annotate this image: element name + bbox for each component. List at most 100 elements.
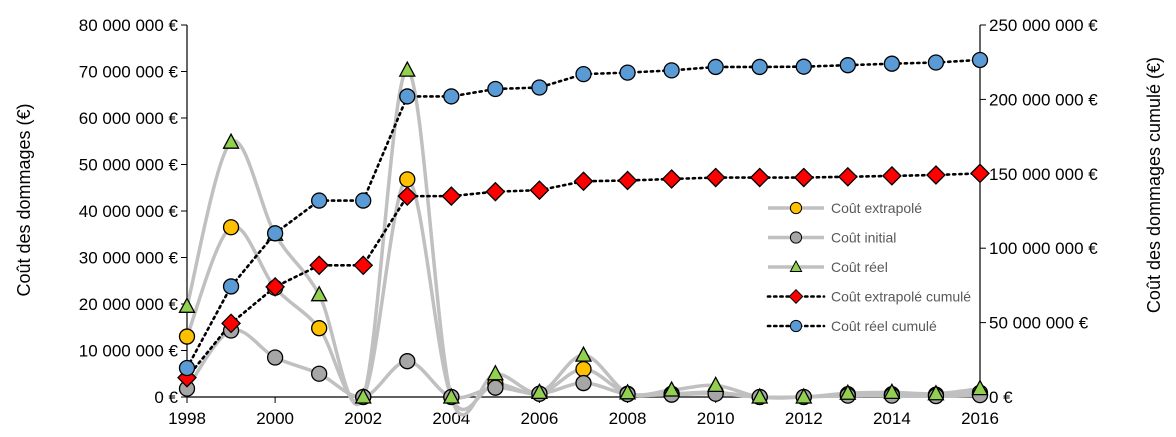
right-tick-label: 100 000 000 €: [989, 239, 1098, 258]
series-4-point: [575, 65, 592, 83]
series-3-point: [617, 170, 638, 191]
left-tick-label: 0 €: [154, 388, 178, 407]
right-y-axis: 0 € 50 000 000 € 100 000 000 € 150 000 000 …: [979, 16, 1098, 407]
x-tick-label: 2014: [873, 409, 911, 428]
x-tick-label: 2002: [344, 409, 382, 428]
left-axis-title: Coût des dommages (€): [14, 103, 34, 296]
x-tick-label: 2008: [609, 409, 647, 428]
series-2-point: [839, 383, 857, 400]
series-1-point: [487, 379, 504, 396]
series-4-point: [619, 64, 636, 81]
series-3-point: [661, 169, 682, 189]
legend-label: Coût extrapolé: [831, 200, 922, 216]
x-tick-label: 2012: [785, 409, 823, 428]
series-2-point: [618, 383, 637, 400]
series-4-point: [355, 192, 372, 209]
series-2-markers: [178, 60, 989, 404]
series-3-point: [485, 181, 506, 202]
legend-marker: [789, 231, 803, 244]
series-3-point: [441, 186, 462, 207]
series-2-point: [574, 345, 593, 362]
x-tick-label: 1998: [168, 409, 206, 428]
series-2-point: [530, 382, 549, 400]
legend-item: Coût réel cumulé: [766, 318, 937, 334]
legend-item: Coût extrapolé: [768, 200, 922, 216]
x-axis: 1998 2000 2002 2004 2006 2008 2010 2012 2014 2016: [168, 396, 999, 428]
x-tick-label: 2000: [256, 409, 294, 428]
legend-label: Coût extrapolé cumulé: [831, 289, 971, 305]
left-tick-label: 10 000 000 €: [79, 342, 179, 361]
series-4-point: [531, 79, 548, 96]
right-tick-label: 50 000 000 €: [989, 314, 1089, 333]
legend-label: Coût initial: [831, 230, 896, 246]
series-3-point: [970, 163, 990, 184]
legend-item: Coût réel: [768, 259, 888, 275]
right-tick-label: 250 000 000 €: [989, 16, 1098, 35]
series-3-point: [397, 186, 418, 207]
series-4-markers: [178, 51, 989, 377]
series-4-point: [311, 192, 328, 209]
series-2-point: [663, 380, 681, 397]
series-4-point: [663, 62, 680, 79]
right-tick-label: 200 000 000 €: [989, 90, 1098, 109]
series-4-point: [883, 55, 901, 72]
series-3-point: [749, 167, 770, 188]
right-axis-title: Coût des dommages cumulé (€): [1144, 57, 1164, 313]
left-tick-label: 20 000 000 €: [79, 295, 179, 314]
series-3-markers: [177, 163, 990, 388]
legend-label: Coût réel: [831, 259, 888, 275]
series-0-point: [311, 320, 328, 337]
x-tick-label: 2004: [432, 409, 470, 428]
series-3-point: [837, 166, 858, 187]
right-tick-label: 0 €: [989, 388, 1013, 407]
series-2-point: [398, 60, 416, 77]
left-y-axis: 0 € 10 000 000 € 20 000 000 € 30 000 000 € 4…: [79, 16, 188, 407]
series-4-point: [266, 225, 284, 242]
series-4-point: [839, 57, 856, 74]
legend-item: Coût initial: [768, 230, 896, 246]
series-3-point: [309, 255, 330, 276]
series-0-point: [575, 360, 592, 378]
series-3-point: [926, 165, 946, 185]
x-tick-label: 2016: [961, 409, 999, 428]
series-1-point: [575, 374, 592, 392]
series-1-point: [399, 353, 416, 370]
series-2-point: [222, 132, 240, 149]
legend-marker: [788, 289, 804, 304]
series-2-point: [486, 364, 504, 381]
series-3-point: [705, 167, 726, 188]
left-tick-label: 40 000 000 €: [79, 202, 179, 221]
series-3-point: [529, 180, 550, 201]
series-0-point: [399, 171, 416, 188]
series-2-point: [707, 375, 725, 393]
x-tick-label: 2006: [521, 409, 559, 428]
series-3-point: [265, 276, 286, 297]
left-tick-label: 70 000 000 €: [79, 63, 179, 82]
series-4-point: [707, 58, 724, 76]
right-tick-label: 150 000 000 €: [989, 165, 1098, 184]
series-4-point: [751, 58, 768, 76]
series-layer: [177, 51, 990, 417]
left-tick-label: 50 000 000 €: [79, 156, 179, 175]
x-tick-label: 2010: [697, 409, 735, 428]
series-2-point: [310, 285, 328, 302]
series-2-point: [795, 387, 813, 404]
series-4-point: [927, 54, 945, 71]
series-3-point: [573, 171, 594, 192]
series-2-point: [971, 379, 989, 396]
series-0-point: [222, 219, 240, 236]
legend-item: Coût extrapolé cumulé: [766, 289, 971, 305]
series-0-point: [178, 328, 196, 345]
legend-marker: [789, 201, 803, 215]
series-4-point: [222, 278, 240, 295]
series-2-point: [178, 296, 196, 313]
series-2-point: [927, 384, 945, 401]
series-1-point: [266, 349, 284, 366]
series-2-point: [442, 387, 460, 404]
series-3-point: [881, 165, 902, 186]
series-4-point: [178, 359, 196, 377]
series-2-point: [883, 382, 901, 400]
series-2-point: [751, 387, 769, 404]
left-tick-label: 80 000 000 €: [79, 16, 179, 35]
legend-label: Coût réel cumulé: [831, 318, 937, 334]
